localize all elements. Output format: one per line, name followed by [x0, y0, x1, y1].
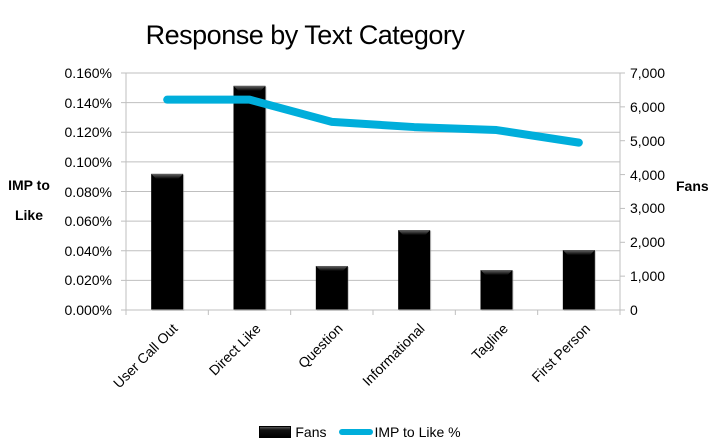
chart-title: Response by Text Category	[145, 20, 465, 50]
imp-to-like-line	[163, 95, 583, 147]
right-tick-label: 4,000	[630, 166, 666, 183]
left-tick-label: 0.120%	[64, 124, 112, 141]
left-tick-label: 0.000%	[64, 302, 112, 318]
right-tick-label: 3,000	[630, 200, 666, 217]
bar-swatch-icon	[259, 426, 292, 438]
fans-bar	[233, 85, 267, 311]
fans-bar	[480, 270, 514, 311]
left-tick-label: 0.160%	[64, 65, 112, 81]
left-tick-label: 0.060%	[64, 213, 112, 230]
left-axis-title-line1: IMP to	[8, 177, 50, 193]
left-axis-title: IMP to Like	[4, 170, 54, 230]
fans-bars	[151, 85, 596, 311]
right-tick-label: 6,000	[630, 98, 666, 115]
legend-item-imp: IMP to Like %	[338, 424, 461, 440]
legend-item-fans: Fans	[259, 424, 327, 440]
left-tick-label: 0.020%	[64, 272, 112, 289]
gridlines	[121, 72, 625, 311]
left-tick-label: 0.080%	[64, 183, 112, 200]
right-tick-label: 7,000	[630, 65, 666, 81]
right-tick-label: 1,000	[630, 268, 666, 285]
legend: Fans IMP to Like %	[0, 424, 720, 440]
right-tick-label: 5,000	[630, 132, 666, 149]
right-tick-label: 0	[630, 302, 638, 318]
left-tick-label: 0.040%	[64, 242, 112, 259]
left-axis-title-line2: Like	[14, 207, 43, 223]
left-tick-label: 0.100%	[64, 153, 112, 170]
line-swatch-icon	[338, 429, 373, 435]
right-axis-title: Fans	[676, 178, 709, 194]
axis-lines	[125, 73, 621, 315]
fans-bar	[151, 173, 185, 311]
right-tick-label: 2,000	[630, 234, 666, 251]
fans-bar	[398, 230, 432, 311]
fans-bar	[315, 265, 349, 311]
left-tick-label: 0.140%	[64, 94, 112, 111]
legend-label-imp: IMP to Like %	[374, 424, 461, 440]
legend-label-fans: Fans	[295, 424, 327, 440]
fans-bar	[562, 250, 596, 311]
